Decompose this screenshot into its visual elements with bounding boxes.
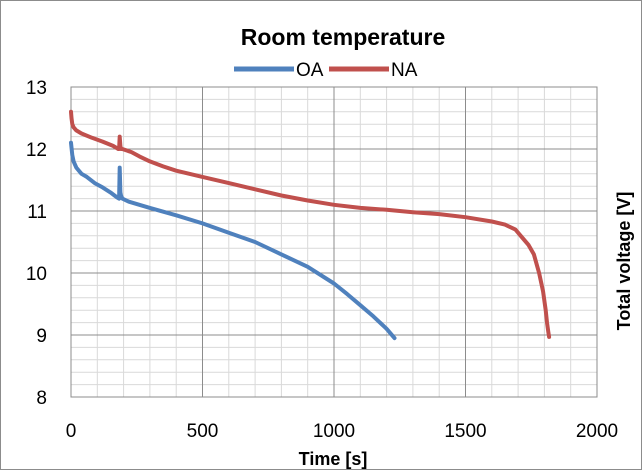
x-axis-label: Time [s]: [299, 449, 368, 469]
y-tick-label: 11: [27, 202, 47, 223]
y-tick-label: 8: [36, 388, 47, 409]
y-tick-label: 12: [26, 140, 47, 161]
plot-area-frame: [70, 86, 598, 398]
x-tick-label: 2000: [576, 421, 618, 442]
series-line-na: [69, 109, 552, 339]
x-tick-label: 500: [187, 421, 219, 442]
legend-label-na: NA: [391, 60, 418, 81]
series-lines: [69, 109, 552, 341]
y-axis-label: Total voltage [V]: [614, 192, 634, 331]
legend-label-oa: OA: [296, 60, 324, 81]
x-tick-label: 1000: [313, 421, 355, 442]
y-tick-label: 13: [26, 78, 47, 99]
series-line-oa: [69, 140, 397, 341]
x-tick-label: 1500: [444, 421, 486, 442]
y-tick-label: 9: [36, 326, 47, 347]
y-tick-label: 10: [26, 264, 47, 285]
x-axis-tick-labels: 0 500 1000 1500 2000: [66, 421, 618, 442]
chart-title: Room temperature: [241, 24, 445, 50]
x-tick-label: 0: [66, 421, 77, 442]
legend: OA NA: [234, 60, 418, 81]
y-axis-tick-labels: 8 9 10 11 12 13: [26, 78, 47, 409]
